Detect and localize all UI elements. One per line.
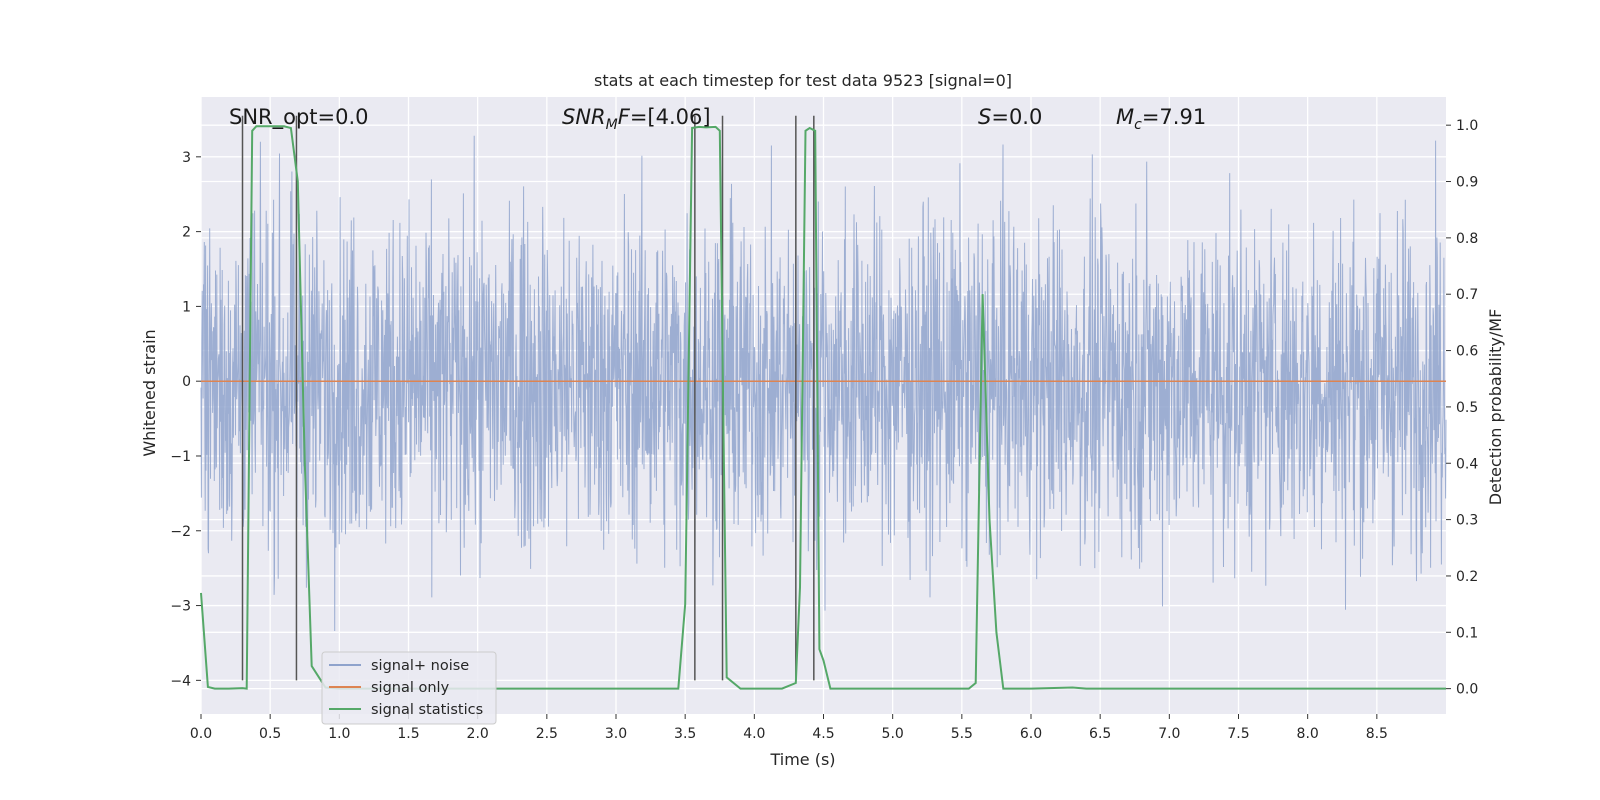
legend-box: [321, 651, 497, 725]
y-tick-label: −4: [170, 673, 191, 689]
x-tick-label: 0.0: [190, 726, 212, 742]
x-ticks: 0.0 0.5 1.0 1.5 2.0 2.5 3.0 3.5 4.0 4.5 5.0 5.5 6.0 6…: [190, 714, 1388, 742]
annotation-snr-opt: SNR_opt=0.0: [229, 105, 369, 130]
mc-subscript: c: [1134, 117, 1142, 133]
x-tick-label: 5.5: [951, 726, 973, 742]
legend-label-stats: signal statistics: [371, 702, 483, 718]
legend-label-noise: signal+ noise: [371, 658, 469, 674]
x-tick-label: 2.0: [467, 726, 489, 742]
y-right-tick-label: 0.8: [1456, 231, 1478, 247]
y-right-axis-label: Detection probability/MF: [1486, 309, 1505, 506]
x-tick-label: 2.5: [536, 726, 558, 742]
noise-line: [200, 135, 1447, 632]
x-tick-label: 8.0: [1297, 726, 1319, 742]
x-tick-label: 5.0: [882, 726, 904, 742]
annotation-s: S=0.0: [978, 105, 1042, 129]
snr-mf-subscript: M: [606, 117, 618, 133]
y-right-ticks: 1.0 0.9 0.8 0.7 0.6 0.5 0.4 0.3 0.2 0.1 0.0: [1446, 118, 1478, 698]
legend-label-signal: signal only: [371, 680, 450, 696]
x-tick-label: 1.5: [397, 726, 419, 742]
y-tick-label: 1: [182, 299, 191, 315]
s-value: =0.0: [991, 105, 1042, 129]
y-right-tick-label: 0.6: [1456, 344, 1478, 360]
legend: signal+ noise signal only signal statist…: [321, 651, 497, 725]
noise-series: [200, 135, 1447, 632]
y-right-tick-label: 0.3: [1456, 513, 1478, 529]
y-right-tick-label: 0.4: [1456, 456, 1478, 472]
y-tick-label: 3: [182, 150, 191, 166]
x-tick-label: 3.5: [674, 726, 696, 742]
chart-title: stats at each timestep for test data 952…: [594, 71, 1012, 90]
y-tick-label: 2: [182, 225, 191, 241]
snr-mf-value: =[4.06]: [630, 105, 711, 129]
annotation-mc: Mc=7.91: [1116, 105, 1206, 133]
y-ticks: 3 2 1 0 −1 −2 −3 −4: [170, 150, 201, 689]
snr-mf-f: F: [618, 105, 631, 129]
annotation-snr-mf: SNRMF=[4.06]: [562, 105, 711, 133]
x-tick-label: 6.0: [1020, 726, 1042, 742]
x-tick-label: 0.5: [259, 726, 281, 742]
statistics-line: [200, 125, 1446, 690]
y-right-tick-label: 0.9: [1456, 175, 1478, 191]
x-tick-label: 4.5: [812, 726, 834, 742]
y-tick-label: −3: [170, 599, 191, 615]
x-tick-label: 7.0: [1158, 726, 1180, 742]
y-right-tick-label: 0.1: [1456, 625, 1478, 641]
y-right-tick-label: 0.5: [1456, 400, 1478, 416]
y-right-tick-label: 1.0: [1456, 118, 1478, 134]
y-tick-label: −1: [170, 449, 191, 465]
y-right-tick-label: 0.2: [1456, 569, 1478, 585]
y-tick-label: 0: [182, 374, 191, 390]
x-tick-label: 6.5: [1089, 726, 1111, 742]
x-tick-label: 1.0: [328, 726, 350, 742]
y-axis-label: Whitened strain: [140, 329, 159, 456]
s-symbol: S: [978, 105, 991, 129]
snr-mf-symbol: SNR: [562, 105, 606, 129]
x-axis-label: Time (s): [769, 750, 835, 769]
x-tick-label: 7.5: [1227, 726, 1249, 742]
mc-symbol: M: [1116, 105, 1134, 129]
y-right-tick-label: 0.7: [1456, 287, 1478, 303]
y-right-tick-label: 0.0: [1456, 682, 1478, 698]
x-tick-label: 8.5: [1366, 726, 1388, 742]
x-tick-label: 4.0: [743, 726, 765, 742]
y-tick-label: −2: [170, 524, 191, 540]
vlines: [241, 115, 815, 681]
x-tick-label: 3.0: [605, 726, 627, 742]
mc-value: =7.91: [1142, 105, 1206, 129]
statistics-series: [200, 125, 1446, 690]
